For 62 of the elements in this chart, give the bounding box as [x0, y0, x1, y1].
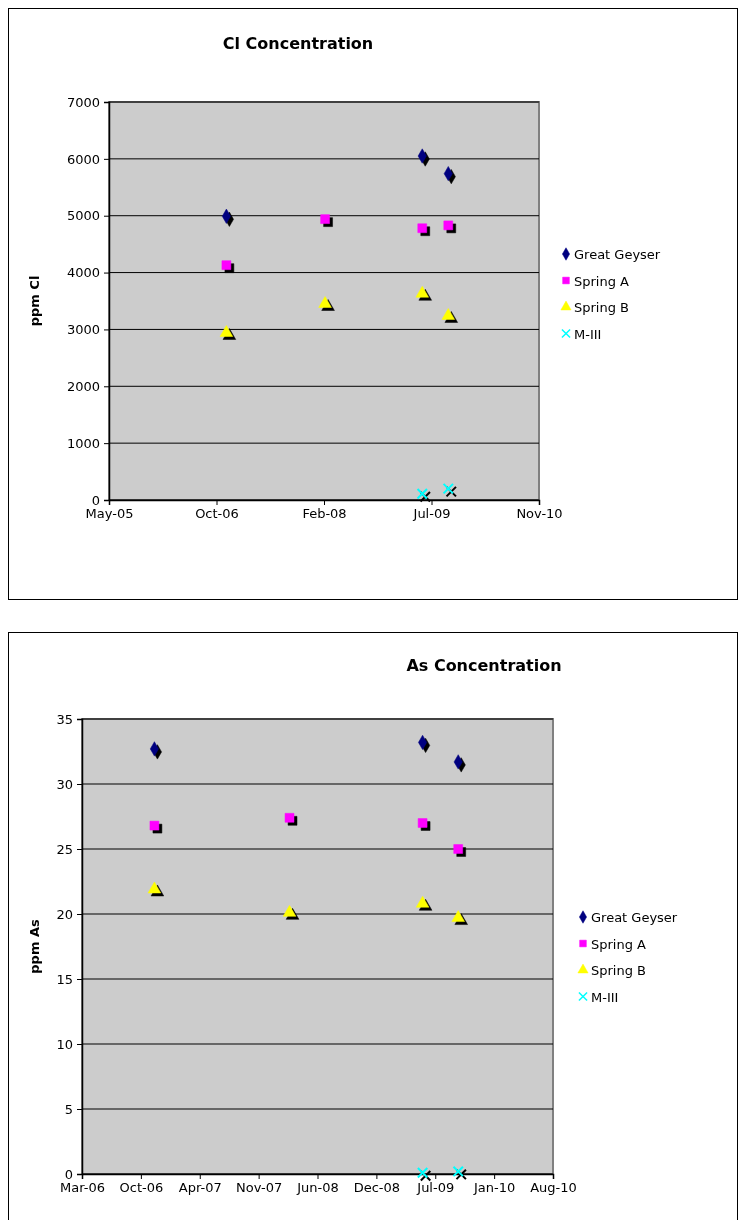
- point: [221, 260, 232, 270]
- legend-label: Great Geyser: [591, 910, 678, 925]
- x-tick-label: Dec-08: [353, 1180, 401, 1196]
- y-tick-label: 10: [56, 1036, 73, 1052]
- point: [415, 286, 429, 298]
- x-tick-label: May-05: [85, 506, 134, 522]
- y-tick-label: 30: [56, 776, 73, 792]
- x-tick-label: Nov-10: [516, 506, 563, 522]
- point: [282, 905, 297, 917]
- legend-label: Spring B: [574, 300, 630, 315]
- chart-title: As Concentration: [406, 656, 562, 675]
- y-tick-label: 25: [56, 841, 73, 857]
- y-tick-label: 0: [91, 492, 100, 508]
- legend-label: M-III: [574, 326, 602, 342]
- y-tick-label: 6000: [66, 151, 100, 167]
- point: [442, 482, 454, 495]
- point: [320, 214, 330, 224]
- y-tick-label: 35: [56, 711, 73, 727]
- point: [443, 220, 453, 231]
- point: [451, 910, 465, 922]
- y-tick-label: 2000: [66, 378, 100, 394]
- y-tick-label: 7000: [66, 94, 100, 110]
- point: [318, 296, 332, 308]
- point: [415, 896, 430, 908]
- chart-title: Cl Concentration: [222, 34, 374, 53]
- y-axis-title: ppm As: [27, 919, 42, 974]
- y-tick-label: 3000: [66, 322, 100, 338]
- point: [219, 325, 233, 337]
- x-tick-label: Jul-09: [412, 506, 451, 522]
- y-tick-label: 5: [64, 1101, 73, 1117]
- point: [147, 881, 162, 894]
- y-tick-label: 1000: [66, 435, 100, 451]
- legend-label: Spring A: [591, 936, 647, 952]
- x-tick-label: Aug-10: [530, 1180, 577, 1196]
- y-tick-label: 4000: [66, 265, 100, 281]
- legend-label: Spring B: [591, 963, 647, 978]
- x-tick-label: Mar-06: [60, 1180, 105, 1196]
- x-tick-label: Apr-07: [178, 1180, 222, 1196]
- y-tick-label: 5000: [66, 208, 100, 224]
- x-tick-label: Oct-06: [119, 1180, 164, 1196]
- x-tick-label: Nov-07: [235, 1180, 283, 1196]
- y-tick-label: 20: [56, 906, 73, 922]
- point: [441, 308, 455, 320]
- x-tick-label: Jul-09: [416, 1180, 455, 1196]
- x-tick-label: Jan-10: [472, 1180, 516, 1196]
- point: [452, 1165, 464, 1178]
- legend-label: M-III: [591, 989, 619, 1005]
- point: [416, 1166, 429, 1179]
- point: [149, 820, 160, 831]
- y-tick-label: 15: [56, 971, 73, 987]
- x-tick-label: Feb-08: [302, 506, 347, 522]
- legend-label: Great Geyser: [574, 247, 661, 262]
- point: [284, 813, 295, 823]
- point: [453, 844, 463, 854]
- y-axis-title: ppm Cl: [27, 275, 42, 327]
- y-tick-label: 0: [64, 1166, 73, 1182]
- x-tick-label: Oct-06: [195, 506, 239, 522]
- legend-label: Spring A: [574, 273, 630, 289]
- point: [417, 818, 428, 828]
- point: [416, 488, 428, 500]
- x-tick-label: Jun-08: [296, 1180, 339, 1196]
- point: [417, 223, 427, 233]
